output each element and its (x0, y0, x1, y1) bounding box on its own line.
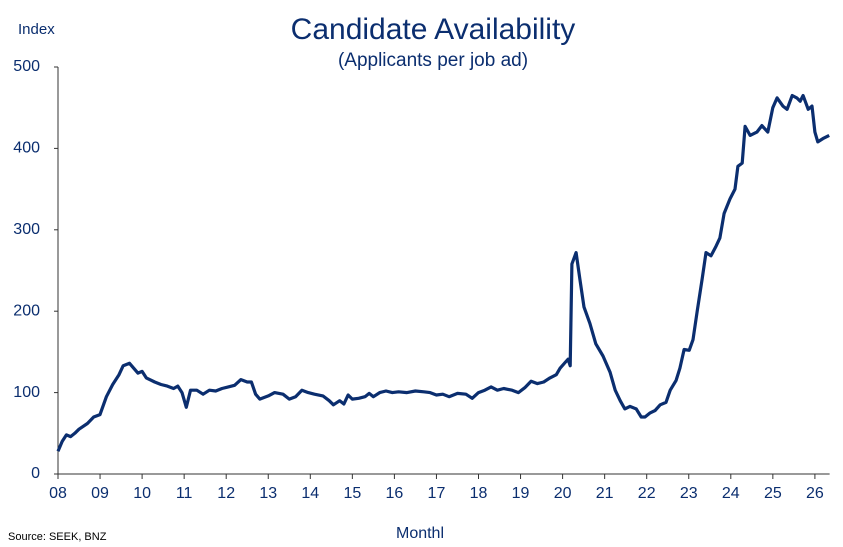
x-tick-label: 14 (301, 485, 319, 502)
data-line (56, 93, 830, 452)
y-tick-label: 300 (13, 221, 40, 238)
x-tick-label: 20 (554, 485, 572, 502)
x-tick-label: 11 (176, 485, 193, 502)
x-tick-label: 18 (470, 485, 488, 502)
x-tick-label: 09 (91, 485, 109, 502)
x-tick-label: 25 (764, 485, 782, 502)
x-tick-label: 15 (343, 485, 361, 502)
y-tick-label: 400 (13, 140, 40, 157)
y-tick-label: 0 (31, 465, 40, 482)
x-tick-label: 16 (386, 485, 404, 502)
y-axis-label: Index (18, 21, 55, 38)
x-tick-label: 22 (638, 485, 656, 502)
x-tick-label: 10 (133, 485, 151, 502)
x-tick-label: 21 (596, 485, 614, 502)
x-tick-label: 23 (680, 485, 698, 502)
x-axis-label: Monthl (396, 525, 444, 542)
source-note: Source: SEEK, BNZ (8, 531, 107, 543)
chart-title: Candidate Availability (291, 13, 576, 46)
x-tick-label: 12 (217, 485, 235, 502)
x-tick-label: 26 (806, 485, 824, 502)
x-tick-label: 08 (49, 485, 67, 502)
y-tick-label: 100 (13, 384, 40, 401)
x-tick-label: 24 (722, 485, 740, 502)
x-tick-label: 17 (428, 485, 446, 502)
y-tick-label: 500 (13, 58, 40, 75)
x-tick-label: 13 (259, 485, 277, 502)
x-tick-label: 19 (512, 485, 530, 502)
y-tick-label: 200 (13, 302, 40, 319)
chart-subtitle: (Applicants per job ad) (338, 50, 528, 71)
